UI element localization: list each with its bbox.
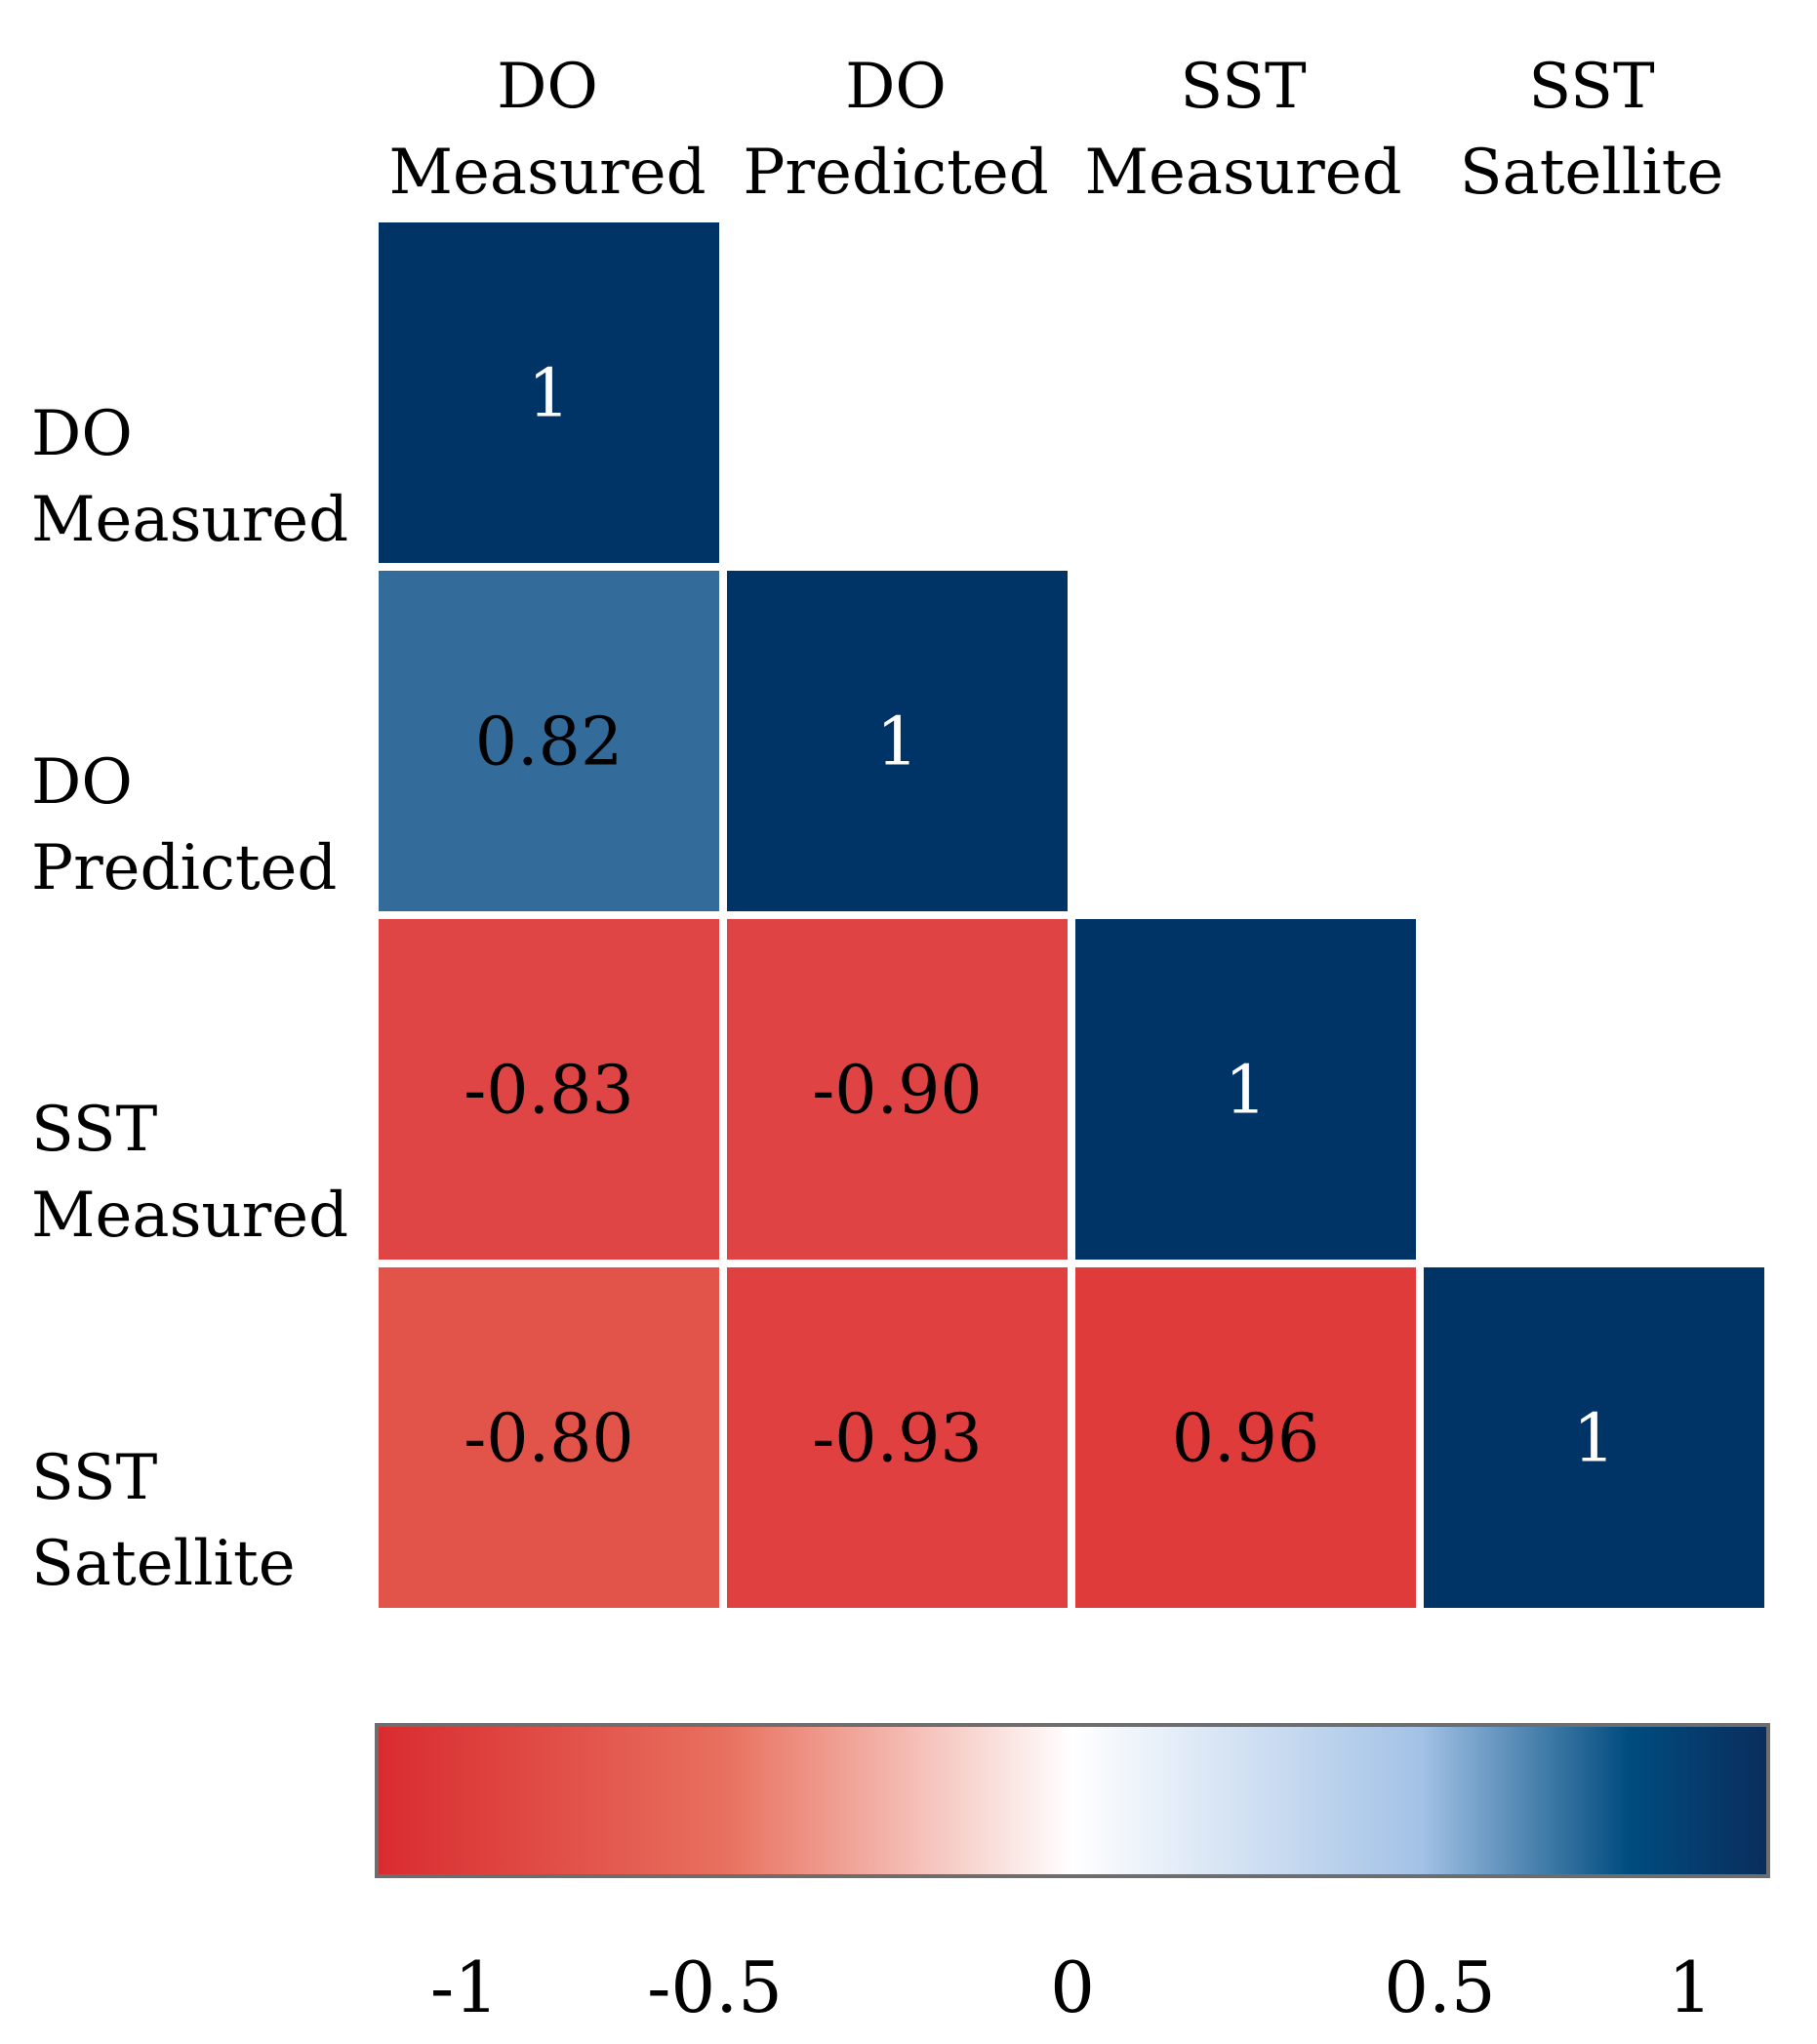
heatmap-cell-value: -0.90 [812,1053,982,1130]
row-label-sst-satellite-line2: Satellite [31,1528,296,1600]
heatmap-cell-value: 1 [1225,1053,1267,1130]
colorbar-tick-label: 0 [1050,1946,1095,2028]
row-label-sst-measured-line2: Measured [31,1180,348,1252]
row-label-do-predicted-line1: DO [31,746,133,819]
column-labels: DO Measured DO Predicted SST Measured SS… [388,51,1723,209]
heatmap-cell-value: 1 [528,356,570,433]
row-label-sst-measured-line1: SST [31,1094,158,1166]
colorbar-tick-label: 0.5 [1384,1946,1496,2028]
row-label-sst-satellite-line1: SST [31,1442,158,1514]
colorbar-tick-label: 1 [1668,1946,1713,2028]
colorbar-gradient [375,1723,1770,1878]
col-label-sst-measured-line1: SST [1180,51,1307,123]
heatmap-cell-r3-c1 [727,1267,1068,1608]
heatmap-cell-value: 0.96 [1172,1401,1319,1478]
row-labels: DO Measured DO Predicted SST Measured SS… [31,398,348,1600]
col-label-sst-satellite-line2: Satellite [1460,137,1724,209]
heatmap-cell-value: 0.82 [475,704,623,782]
col-label-sst-satellite-line1: SST [1528,51,1655,123]
heatmap-cell-r2-c2 [1075,919,1416,1260]
row-label-do-predicted-line2: Predicted [31,832,337,904]
col-label-do-measured-line2: Measured [388,137,706,209]
heatmap-cell-value: -0.93 [812,1401,982,1478]
heatmap-cell-r1-c1 [727,571,1068,911]
colorbar-tick-label: -0.5 [647,1946,783,2028]
heatmap-cell-value: -0.83 [464,1053,633,1130]
col-label-do-predicted-line2: Predicted [743,137,1048,209]
heatmap-cell-r3-c2 [1075,1267,1416,1608]
colorbar: -1 -0.5 0 0.5 1 [375,1723,1770,2028]
row-label-do-measured-line1: DO [31,398,133,470]
heatmap-cell-value: -0.80 [464,1401,633,1478]
heatmap-cell-r0-c0 [379,222,719,563]
heatmap-cell-r3-c0 [379,1267,719,1608]
heatmap-cells: 1 0.82 1 -0.83 -0.90 1 -0.80 -0.93 0.96 1 [379,222,1764,1608]
heatmap-cell-r1-c0 [379,571,719,911]
col-label-sst-measured-line2: Measured [1084,137,1401,209]
row-label-do-measured-line2: Measured [31,484,348,556]
heatmap-cell-value: 1 [1573,1401,1615,1478]
heatmap-cell-r3-c3 [1424,1267,1764,1608]
heatmap-cell-r2-c1 [727,919,1068,1260]
col-label-do-predicted-line1: DO [845,51,947,123]
heatmap-cell-r2-c0 [379,919,719,1260]
colorbar-tick-label: -1 [430,1946,499,2028]
col-label-do-measured-line1: DO [497,51,598,123]
heatmap-cell-value: 1 [876,704,918,782]
